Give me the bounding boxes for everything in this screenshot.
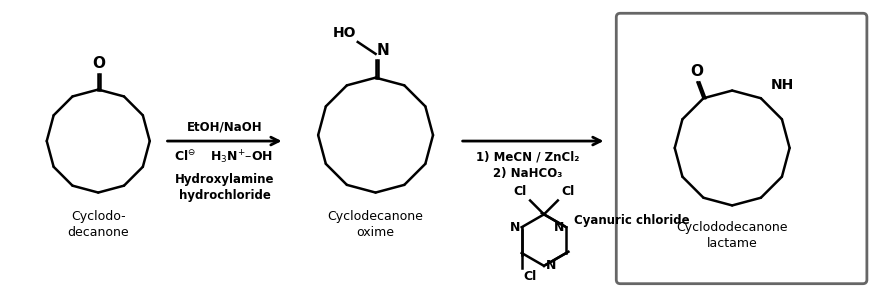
Text: Cl: Cl [513, 185, 526, 197]
Text: Cl$^{\ominus}$: Cl$^{\ominus}$ [175, 149, 197, 164]
Text: N: N [510, 221, 520, 234]
Text: N: N [554, 221, 565, 234]
Text: Cyclodo-
decanone: Cyclodo- decanone [67, 210, 129, 239]
Text: 1) MeCN / ZnCl₂: 1) MeCN / ZnCl₂ [476, 151, 579, 164]
Text: Cyclodecanone
oxime: Cyclodecanone oxime [328, 210, 424, 239]
Text: O: O [690, 64, 703, 79]
Text: N: N [545, 259, 556, 272]
Text: Cl: Cl [524, 270, 537, 283]
Text: Cl: Cl [562, 185, 575, 197]
Text: Hydroxylamine
hydrochloride: Hydroxylamine hydrochloride [175, 173, 274, 202]
Text: N: N [377, 43, 389, 58]
Text: HO: HO [332, 26, 356, 40]
Text: H$_{3}$N$^{+}$–OH: H$_{3}$N$^{+}$–OH [211, 149, 274, 166]
FancyBboxPatch shape [616, 13, 867, 284]
Text: EtOH/NaOH: EtOH/NaOH [187, 120, 262, 133]
Text: Cyclododecanone
lactame: Cyclododecanone lactame [676, 221, 788, 250]
Text: NH: NH [771, 78, 794, 92]
Text: O: O [93, 56, 106, 71]
Text: 2) NaHCO₃: 2) NaHCO₃ [494, 167, 563, 180]
Text: Cyanuric chloride: Cyanuric chloride [573, 214, 690, 227]
